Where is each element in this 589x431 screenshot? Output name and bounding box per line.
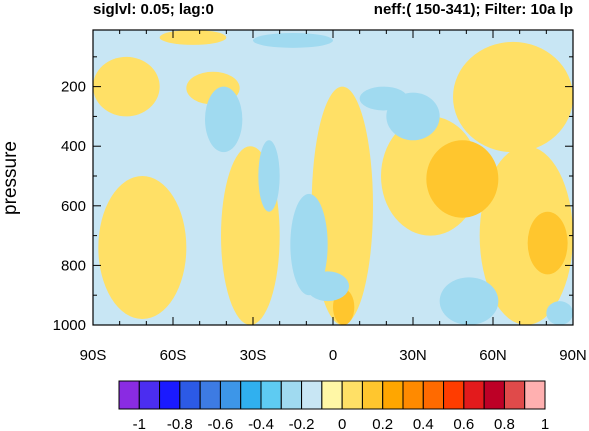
contour-region bbox=[159, 30, 227, 45]
y-tick-label: 1000 bbox=[53, 317, 86, 334]
x-tick-label: 90S bbox=[80, 347, 107, 364]
colorbar-swatch bbox=[260, 380, 282, 410]
colorbar-swatch bbox=[118, 380, 140, 410]
chart-title-left: siglvl: 0.05; lag:0 bbox=[93, 1, 214, 18]
y-tick-label: 800 bbox=[61, 257, 86, 274]
contour-region bbox=[290, 193, 328, 296]
x-tick-label: 60S bbox=[160, 347, 187, 364]
colorbar-swatch bbox=[503, 380, 526, 410]
contour-region bbox=[98, 176, 187, 320]
colorbar-label: -0.2 bbox=[289, 416, 315, 431]
y-axis: 200 400 600 800 1000 bbox=[53, 56, 573, 334]
contour-region bbox=[311, 86, 374, 325]
colorbar-swatch bbox=[301, 380, 323, 410]
contour-region bbox=[359, 86, 408, 111]
y-tick-label: 600 bbox=[61, 198, 86, 215]
x-tick-label: 90N bbox=[559, 347, 587, 364]
colorbar-label: 0 bbox=[338, 416, 346, 431]
colorbar-swatch bbox=[179, 380, 201, 410]
contour-region bbox=[205, 86, 243, 153]
colorbar-label: 0.8 bbox=[494, 416, 515, 431]
colorbar-swatch bbox=[524, 380, 546, 410]
x-tick-label: 60N bbox=[479, 347, 507, 364]
contour-region bbox=[306, 271, 349, 302]
colorbar-swatch bbox=[402, 380, 424, 410]
contour-region bbox=[527, 211, 568, 275]
colorbar-label: -0.4 bbox=[248, 416, 274, 431]
x-tick-label: 0 bbox=[329, 347, 337, 364]
colorbar-swatch bbox=[361, 380, 384, 410]
y-axis-label: pressure bbox=[0, 141, 21, 215]
colorbar-swatch bbox=[199, 380, 221, 410]
colorbar-label: -0.6 bbox=[207, 416, 233, 431]
colorbar-swatch bbox=[382, 380, 404, 410]
x-tick-label: 30N bbox=[399, 347, 427, 364]
contour-region bbox=[439, 277, 499, 325]
y-tick-label: 200 bbox=[61, 79, 86, 96]
colorbar: -1 -0.8 -0.6 -0.4 -0.2 0 0.2 0.4 0.6 0.8 1 bbox=[118, 380, 549, 431]
colorbar-label: 0.6 bbox=[453, 416, 474, 431]
colorbar-label: -1 bbox=[133, 416, 146, 431]
contour-region bbox=[93, 56, 160, 117]
colorbar-label: 1 bbox=[541, 416, 549, 431]
colorbar-swatch bbox=[159, 380, 181, 410]
x-tick-label: 30S bbox=[240, 347, 267, 364]
colorbar-swatch bbox=[240, 380, 262, 410]
y-tick-label: 400 bbox=[61, 138, 86, 155]
colorbar-swatch bbox=[321, 380, 343, 410]
chart-title-right: neff:( 150-341); Filter: 10a lp bbox=[374, 1, 573, 18]
contour-region bbox=[455, 170, 472, 185]
contour-region bbox=[258, 140, 280, 212]
plot-area bbox=[92, 29, 574, 326]
colorbar-swatch bbox=[341, 380, 363, 410]
contour-region bbox=[479, 146, 573, 325]
colorbar-swatch bbox=[219, 380, 242, 410]
contour-region bbox=[253, 32, 333, 48]
colorbar-label: 0.4 bbox=[413, 416, 434, 431]
contour-region bbox=[453, 41, 573, 153]
colorbar-swatch bbox=[443, 380, 465, 410]
colorbar-swatch bbox=[422, 380, 445, 410]
colorbar-swatch bbox=[483, 380, 505, 410]
colorbar-label: 0.2 bbox=[372, 416, 393, 431]
colorbar-swatch bbox=[138, 380, 161, 410]
x-axis: 90S 60S 30S 0 30N 60N 90N bbox=[80, 30, 587, 364]
colorbar-swatch bbox=[280, 380, 303, 410]
colorbar-swatch bbox=[463, 380, 485, 410]
contour-region bbox=[546, 301, 573, 325]
colorbar-label: -0.8 bbox=[167, 416, 193, 431]
